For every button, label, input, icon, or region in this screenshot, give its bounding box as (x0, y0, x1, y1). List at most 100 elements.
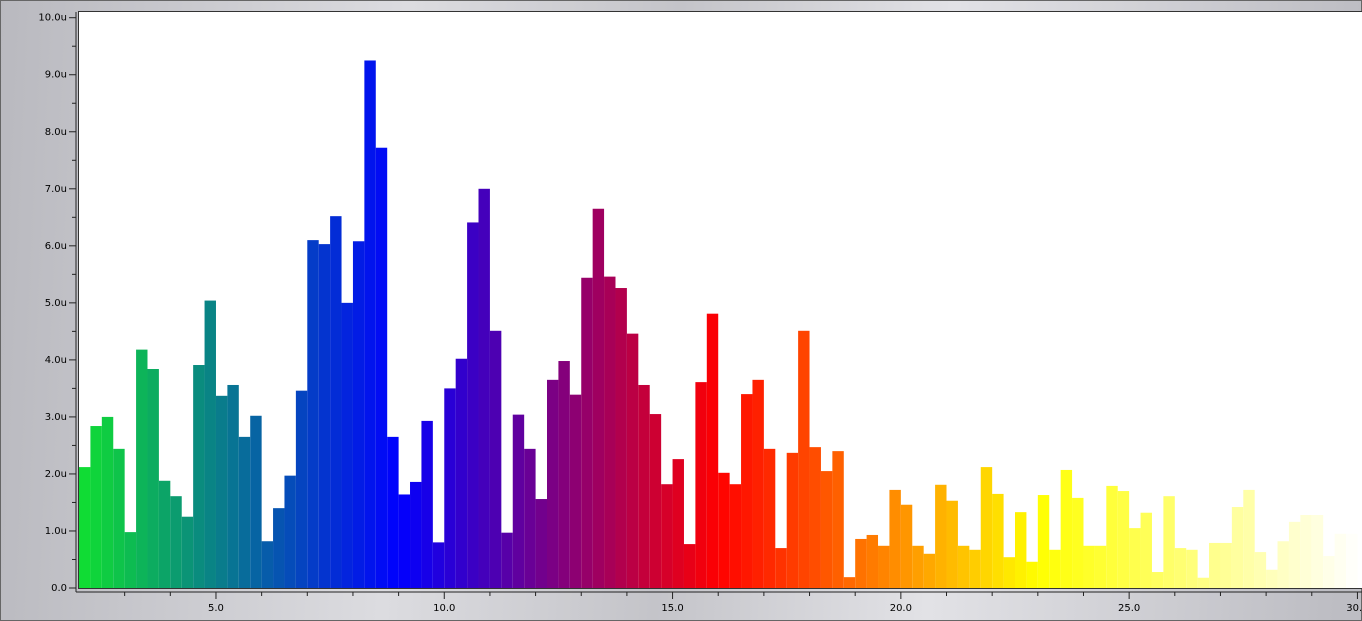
bar (1140, 512, 1152, 588)
bar (1311, 515, 1324, 588)
x-tick-label: 10.0 (433, 603, 455, 614)
bar (706, 313, 719, 588)
bar (432, 542, 445, 588)
bar (238, 436, 251, 588)
bar (809, 447, 821, 588)
bar (1049, 549, 1061, 588)
bar (843, 577, 856, 588)
bar (592, 208, 605, 588)
bar (1003, 557, 1015, 588)
bar (969, 549, 981, 588)
bar (467, 222, 479, 588)
bar (204, 300, 216, 588)
y-tick-label: 0.0 (51, 583, 67, 594)
bar (1106, 485, 1118, 588)
bar (718, 472, 730, 588)
bar (1300, 515, 1312, 588)
bar (1072, 497, 1084, 588)
bar (741, 394, 753, 588)
bar (946, 500, 958, 588)
bar (558, 361, 570, 588)
bar (649, 414, 662, 588)
bar (752, 379, 764, 588)
bar (330, 216, 342, 589)
bar (775, 548, 787, 588)
bar (1266, 569, 1278, 588)
bar (1094, 545, 1107, 588)
bar (729, 484, 742, 588)
bar (421, 420, 433, 588)
bar (626, 333, 639, 588)
bar (832, 451, 844, 588)
bar (638, 384, 650, 588)
bar (1083, 545, 1095, 588)
bar (410, 481, 422, 588)
bar (935, 484, 947, 588)
bar (878, 545, 890, 588)
bar (1151, 572, 1164, 588)
bar (569, 394, 582, 588)
bar (1037, 495, 1050, 588)
bar (661, 484, 673, 588)
bar (489, 330, 502, 588)
y-tick-label: 4.0u (45, 355, 67, 366)
bar (581, 277, 593, 588)
bar (124, 532, 137, 588)
bar (455, 358, 468, 588)
bar (1026, 561, 1038, 588)
x-tick-label: 20.0 (890, 603, 912, 614)
bar (1346, 533, 1358, 588)
bar (957, 545, 970, 588)
bar (1323, 556, 1335, 588)
bar (273, 508, 285, 588)
bar (695, 382, 707, 588)
bar (1117, 491, 1130, 588)
bar (284, 475, 296, 588)
bar (215, 395, 228, 588)
bar (1243, 489, 1255, 588)
plot-border (78, 11, 1362, 589)
bar (364, 60, 376, 589)
bar (535, 499, 547, 588)
bar (855, 538, 867, 588)
bar (866, 534, 879, 588)
bar (1231, 507, 1244, 588)
y-tick-label: 8.0u (45, 127, 67, 138)
bar (375, 147, 388, 588)
bar (90, 426, 102, 588)
bar (113, 448, 125, 588)
bar (261, 541, 274, 588)
bar (1060, 469, 1073, 588)
bar (1197, 577, 1210, 588)
bar (295, 390, 308, 588)
bar (820, 471, 833, 588)
x-tick-label: 5.0 (208, 603, 224, 614)
bar (1209, 542, 1221, 588)
y-tick-label: 6.0u (45, 241, 67, 252)
bar (79, 467, 91, 588)
bar (158, 480, 171, 588)
bar (181, 516, 194, 588)
bar (604, 276, 616, 588)
y-tick-label: 9.0u (45, 70, 67, 81)
bar (1186, 549, 1198, 588)
bar (147, 369, 159, 588)
bar (615, 288, 627, 588)
bar (387, 436, 399, 588)
bar (992, 493, 1004, 588)
bar (912, 545, 924, 588)
bar (786, 452, 799, 588)
bar (1129, 528, 1141, 588)
bar (1014, 512, 1027, 588)
bar (524, 448, 536, 588)
bar (1288, 521, 1301, 588)
bar (1334, 533, 1347, 588)
y-tick-label: 10.0u (38, 13, 67, 24)
x-tick-label: 25.0 (1118, 603, 1140, 614)
bar (763, 448, 776, 588)
y-tick-label: 5.0u (45, 298, 67, 309)
y-tick-label: 7.0u (45, 184, 67, 195)
bar (101, 416, 114, 588)
bar (900, 504, 913, 588)
